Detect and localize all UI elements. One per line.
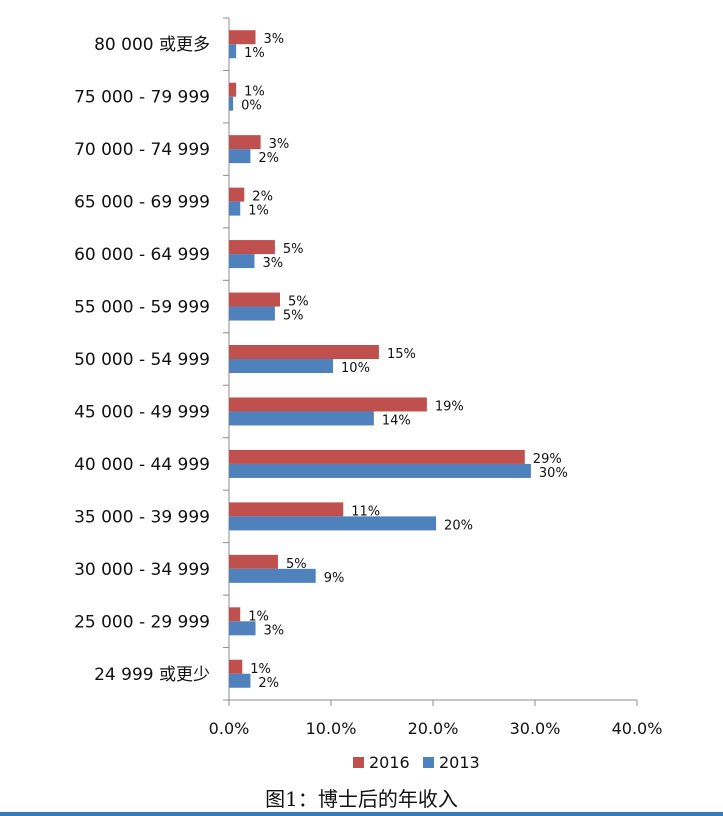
data-label-2013: 2% [258, 151, 279, 166]
data-label-2013: 5% [283, 309, 304, 324]
data-label-2013: 2% [258, 676, 279, 691]
bar-2013 [229, 306, 275, 321]
data-label-2016: 29% [533, 452, 562, 467]
category-label: 24 999 或更少 [94, 665, 210, 685]
data-label-2013: 30% [539, 466, 568, 481]
category-label: 45 000 - 49 999 [74, 402, 210, 422]
x-tick-label: 10.0% [306, 719, 357, 738]
bar-2013 [229, 621, 256, 636]
bar-2013 [229, 463, 531, 478]
category-label: 25 000 - 29 999 [74, 612, 210, 632]
data-label-2016: 3% [264, 32, 285, 47]
bar-2016 [229, 554, 278, 569]
data-label-2013: 14% [382, 413, 411, 428]
bar-2016 [229, 397, 427, 412]
data-label-2016: 2% [252, 190, 273, 205]
data-label-2016: 1% [244, 85, 265, 100]
data-label-2016: 19% [435, 399, 464, 414]
category-label: 65 000 - 69 999 [74, 193, 210, 213]
bar-chart: 0.0% 10.0% 20.0% 30.0% 40.0%80 000 或更多 3%1%75… [74, 17, 663, 772]
data-label-2013: 9% [324, 571, 345, 586]
category-label: 40 000 - 44 999 [74, 455, 210, 475]
bar-2013 [229, 359, 334, 373]
data-label-2016: 5% [288, 295, 309, 310]
bar-2016 [229, 135, 261, 150]
data-label-2016: 1% [250, 662, 271, 677]
category-label: 55 000 - 59 999 [74, 298, 210, 318]
bar-2016 [229, 240, 275, 255]
legend-swatch-2016 [353, 757, 364, 768]
bar-2013 [229, 673, 251, 688]
data-label-2013: 0% [241, 99, 262, 114]
x-tick-label: 30.0% [510, 719, 561, 738]
data-label-2013: 20% [444, 518, 473, 533]
data-label-2013: 1% [244, 46, 265, 61]
bar-2016 [229, 659, 243, 674]
category-label: 30 000 - 34 999 [74, 560, 210, 580]
data-label-2013: 10% [341, 361, 370, 376]
bar-2016 [229, 30, 256, 45]
data-label-2013: 1% [248, 204, 269, 219]
bottom-divider [0, 812, 723, 816]
bar-2016 [229, 607, 241, 622]
bar-2016 [229, 292, 280, 307]
data-label-2013: 3% [264, 623, 285, 638]
x-tick-label: 20.0% [408, 719, 459, 738]
category-label: 60 000 - 64 999 [74, 245, 210, 265]
category-label: 35 000 - 39 999 [74, 507, 210, 527]
bar-2016 [229, 82, 237, 97]
x-tick-label: 40.0% [612, 719, 663, 738]
bar-2016 [229, 449, 525, 464]
bar-2013 [229, 516, 437, 531]
legend-label-2013: 2013 [439, 753, 480, 772]
data-label-2016: 3% [269, 137, 290, 152]
bar-2016 [229, 345, 379, 359]
bar-2013 [229, 568, 316, 583]
bar-2016 [229, 187, 245, 202]
data-label-2016: 15% [387, 347, 416, 362]
bar-2013 [229, 411, 374, 426]
data-label-2016: 1% [248, 609, 269, 624]
data-label-2016: 5% [283, 242, 304, 257]
category-label: 80 000 或更多 [94, 35, 210, 55]
x-tick-label: 0.0% [209, 719, 250, 738]
category-label: 70 000 - 74 999 [74, 140, 210, 160]
bar-2013 [229, 96, 234, 111]
bar-2013 [229, 201, 241, 216]
data-label-2016: 5% [286, 557, 307, 572]
category-label: 75 000 - 79 999 [74, 88, 210, 108]
figure-caption: 图1：博士后的年收入 [265, 787, 458, 811]
data-label-2013: 3% [263, 256, 284, 271]
data-label-2016: 11% [351, 504, 380, 519]
legend-label-2016: 2016 [369, 753, 410, 772]
bar-2013 [229, 254, 255, 269]
bar-2013 [229, 149, 251, 164]
bar-2013 [229, 44, 237, 59]
legend-swatch-2013 [423, 757, 434, 768]
category-label: 50 000 - 54 999 [74, 350, 210, 370]
bar-2016 [229, 502, 344, 517]
